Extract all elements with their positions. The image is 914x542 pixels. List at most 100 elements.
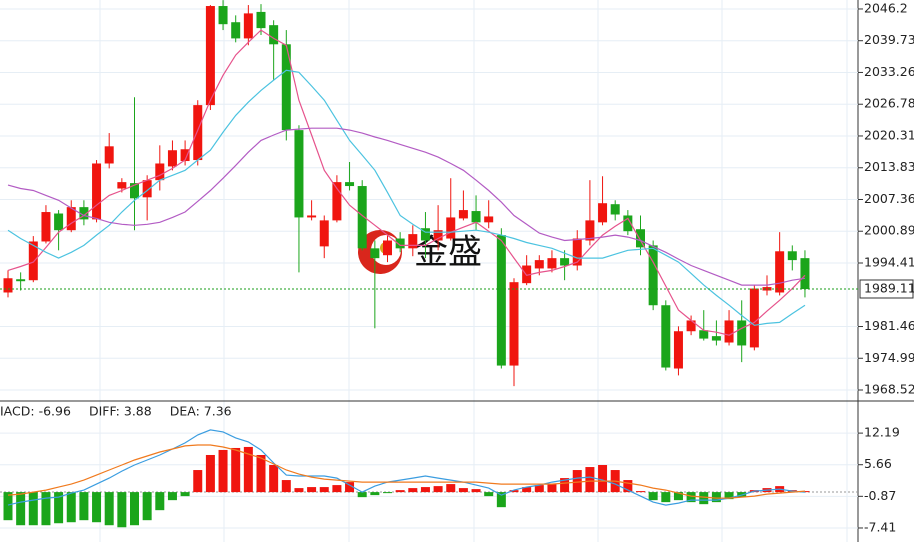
macd-bar [420, 487, 430, 493]
candle-body [522, 265, 532, 284]
candle-body [92, 163, 102, 220]
macd-bar [281, 480, 291, 493]
moving-average-line [7, 127, 806, 286]
macd-bar [332, 485, 342, 493]
candle-body [307, 215, 317, 218]
macd-bar [560, 478, 570, 493]
candle-body [572, 238, 582, 266]
macd-bar [509, 490, 519, 493]
candle-body [749, 288, 759, 348]
candle-body [3, 278, 13, 293]
macd-bar [636, 491, 645, 493]
macd-line [7, 444, 806, 499]
candle-body [724, 320, 734, 343]
macd-bar [3, 492, 13, 521]
candle-body [370, 248, 380, 259]
macd-bar [547, 484, 557, 493]
macd-bar [180, 492, 190, 497]
y-tick-label: 2046.2 [864, 0, 908, 15]
candle-body [648, 245, 658, 306]
macd-bar [231, 447, 241, 493]
y-tick-label: 1968.52 [864, 381, 914, 396]
macd-bar [307, 487, 317, 493]
macd-bar [711, 492, 721, 503]
candle-body [345, 182, 355, 187]
vertical-grid [99, 0, 848, 542]
candle-body [395, 238, 405, 249]
candle-body [623, 215, 633, 232]
candle-body [167, 150, 177, 167]
candle-body [180, 149, 190, 162]
macd-bar [218, 449, 228, 493]
candle-body [699, 330, 709, 339]
macd-bar [319, 487, 329, 493]
candle-body [41, 212, 51, 242]
candle-body [383, 240, 392, 256]
candle-body [269, 25, 279, 45]
candle-body [496, 235, 506, 366]
macd-bar [54, 492, 64, 524]
macd-bar [496, 492, 506, 508]
y-tick-label: 2033.26 [864, 64, 914, 79]
macd-bar [28, 492, 38, 526]
candle-body [231, 22, 241, 39]
candle-body [54, 213, 64, 231]
candle-body [319, 220, 329, 247]
candle-body [737, 320, 747, 346]
macd-bar [193, 470, 203, 493]
candle-body [332, 182, 342, 221]
candle-body [155, 163, 165, 181]
macd-bar [79, 492, 89, 521]
candle-body [28, 241, 38, 281]
macd-bar [673, 492, 683, 501]
legend-name: DEA: [170, 404, 200, 419]
candle-body [433, 230, 443, 241]
candle-body [256, 11, 266, 29]
macd-bar [686, 492, 696, 503]
macd-bar [395, 490, 405, 493]
candle-body [711, 336, 721, 341]
macd-bar [104, 492, 114, 526]
candle-body [142, 180, 152, 198]
y-tick-label: 5.66 [864, 456, 892, 471]
macd-bar [598, 465, 608, 493]
macd-bar [458, 488, 468, 493]
candle-body [16, 279, 26, 282]
candle-body [420, 228, 430, 241]
candle-body [484, 216, 494, 223]
candle-body [205, 6, 215, 106]
macd-bar [142, 492, 152, 521]
macd-bar [205, 454, 215, 493]
candle-body [661, 305, 671, 368]
y-tick-label: 2007.36 [864, 191, 914, 206]
candle-body [673, 331, 683, 369]
y-tick-label: 2020.31 [864, 127, 914, 142]
y-tick-label: 2013.83 [864, 159, 914, 174]
candle-body [534, 260, 544, 269]
candle-body [471, 211, 481, 223]
legend-value: 7.36 [204, 404, 232, 419]
macd-bar [572, 470, 582, 493]
macd-bar [648, 492, 658, 501]
macd-bar [408, 488, 418, 493]
candle-body [585, 220, 595, 241]
legend-name: IACD: [0, 404, 35, 419]
macd-bar [256, 454, 266, 493]
macd-bar [357, 492, 367, 498]
macd-bar [41, 492, 51, 526]
macd-bar [585, 467, 595, 493]
macd-bar [699, 492, 709, 505]
moving-average-line [7, 29, 806, 336]
macd-bar [16, 492, 26, 526]
macd-bar [383, 492, 392, 494]
legend-value: 3.88 [124, 404, 152, 419]
legend-name: DIFF: [89, 404, 120, 419]
macd-bar [471, 489, 481, 493]
legend-value: -6.96 [39, 404, 71, 419]
macd-bar [661, 492, 671, 503]
last-price-box [859, 279, 914, 299]
candle-body [560, 258, 570, 266]
macd-bar [167, 492, 177, 501]
